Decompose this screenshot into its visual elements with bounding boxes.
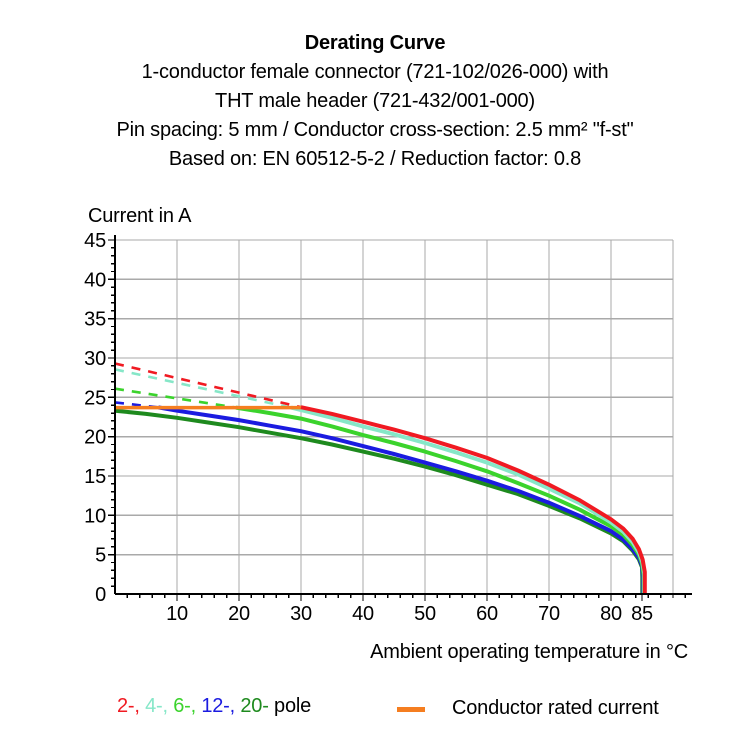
curve-4-pole-limit-dashed [114,368,292,409]
x-tick-label: 50 [414,603,436,625]
legend-pole-counts: 2-, 4-, 6-, 12-, 20- pole [117,695,311,718]
axis-layer [108,235,692,601]
y-tick-label: 30 [84,348,106,370]
chart-title: Derating Curve [304,32,446,54]
chart-subtitle-line-2: THT male header (721-432/001-000) [215,90,535,112]
legend-pole-12: 12-, [201,695,241,717]
curve-2-pole-limit-dashed [114,362,302,409]
x-tick-label: 20 [228,603,250,625]
legend-pole-20: 20- [240,695,275,717]
rated-current-line-swatch [397,706,425,712]
grid-layer [115,239,674,594]
y-tick-label: 0 [95,584,106,606]
x-tick-label: 30 [290,603,312,625]
tick-label-layer: 0 5 10 15 20 25 30 35 40 45 10 20 30 40 50 60 70 80 85 [84,230,653,625]
curve-6-pole-limit-dashed [114,387,237,409]
y-tick-label: 10 [84,505,106,527]
legend-pole-2: 2-, [117,695,146,717]
rated-current-label: Conductor rated current [452,696,659,719]
chart-subtitle-line-4: Based on: EN 60512-5-2 / Reduction facto… [168,148,582,170]
x-tick-label: 60 [476,603,498,625]
x-tick-label: 85 [631,603,653,625]
legend-rated-current: Conductor rated current [397,692,659,724]
chart-subtitle-line-1: 1-conductor female connector (721-102/02… [141,61,609,83]
y-axis-label: Current in A [88,205,192,227]
y-tick-label: 5 [95,545,106,567]
x-axis-label: Ambient operating temperature in °C [370,641,688,663]
legend-row: 2-, 4-, 6-, 12-, 20- pole Conductor rate… [0,692,750,724]
y-tick-label: 15 [84,466,106,488]
y-tick-label: 20 [84,427,106,449]
legend-pole-suffix: pole [274,695,312,717]
y-tick-label: 40 [84,269,106,291]
chart-subtitle-line-3: Pin spacing: 5 mm / Conductor cross-sect… [116,119,634,141]
y-tick-label: 45 [84,230,106,252]
chart-header: Derating Curve 1-conductor female connec… [0,29,750,174]
legend-pole-4: 4-, [145,695,174,717]
y-tick-label: 25 [84,387,106,409]
x-tick-label: 10 [166,603,188,625]
legend-pole-6: 6-, [173,695,202,717]
curve-layer [114,362,647,594]
y-tick-label: 35 [84,309,106,331]
x-tick-label: 80 [600,603,622,625]
curve-4-pole [290,405,647,594]
curve-2-pole [300,405,647,594]
x-tick-label: 40 [352,603,374,625]
x-tick-label: 70 [538,603,560,625]
